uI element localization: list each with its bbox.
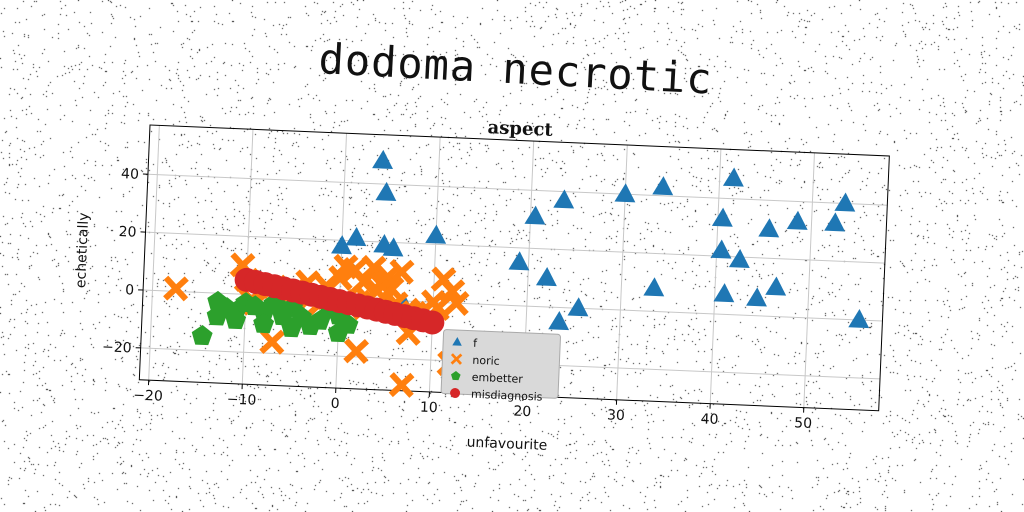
f-point: [728, 248, 750, 269]
f-point: [824, 212, 846, 232]
y-gridline: [147, 173, 888, 206]
series-misdiagnosis: [234, 267, 445, 335]
noric-point-stroke: [343, 338, 370, 364]
noric-point: [443, 290, 470, 317]
noric-point-stroke: [374, 264, 401, 290]
noric-point-stroke: [350, 269, 377, 295]
legend-marker-noric: [450, 353, 463, 365]
legend-marker-f: [452, 337, 462, 346]
y-gridline: [145, 231, 885, 264]
f-point: [758, 218, 780, 238]
f-point: [765, 276, 787, 296]
noric-point-stroke: [327, 265, 354, 291]
legend-box: [440, 329, 561, 399]
noric-point: [259, 328, 286, 355]
f-point: [567, 297, 589, 317]
embetter-point: [225, 309, 247, 330]
legend-marker-misdiagnosis: [450, 388, 461, 399]
x-gridline: [803, 152, 815, 408]
x-tick-label: 0: [330, 396, 340, 412]
f-point: [848, 309, 870, 329]
f-point: [834, 192, 856, 212]
legend-label-noric: noric: [472, 354, 500, 368]
f-point: [535, 266, 557, 287]
noric-point-stroke: [342, 257, 368, 283]
y-tick-label: 20: [118, 224, 136, 241]
x-axis-label: unfavourite: [466, 435, 547, 454]
noric-point: [360, 254, 387, 281]
noric-point-stroke: [388, 259, 415, 285]
chart-title: aspect: [487, 117, 554, 141]
legend-marker-noric-stroke: [450, 353, 463, 365]
f-point: [643, 277, 665, 297]
legend-label-embetter: embetter: [471, 371, 523, 386]
noric-point: [343, 338, 370, 365]
noric-point: [388, 372, 415, 398]
x-tick-label: 30: [607, 407, 625, 424]
x-tick-label: −10: [227, 391, 257, 408]
f-point: [375, 181, 397, 202]
f-point: [524, 205, 546, 225]
f-point: [508, 251, 530, 271]
f-point: [548, 310, 570, 331]
legend-label-misdiagnosis: misdiagnosis: [471, 388, 543, 404]
y-axis-label: echetically: [73, 212, 92, 288]
x-gridline: [709, 148, 722, 404]
f-point: [722, 167, 744, 187]
axis-ticks: −20 −10 0 10 20 30 40 50 −20 0 20 40: [102, 166, 813, 432]
legend: f noric embetter misdiagnosis: [440, 329, 561, 404]
noric-point-stroke: [259, 329, 286, 355]
y-tick-label: −20: [102, 339, 132, 356]
f-point: [710, 239, 732, 259]
f-point: [786, 210, 808, 230]
y-tick-label: 0: [125, 282, 135, 298]
f-point: [614, 183, 636, 203]
noric-point-stroke: [360, 255, 387, 280]
legend-label-f: f: [473, 337, 479, 350]
f-point: [652, 176, 674, 196]
misdiagnosis-point: [420, 310, 445, 335]
f-point: [382, 237, 404, 257]
noric-point: [374, 264, 401, 290]
noric-point-stroke: [430, 267, 457, 292]
noric-point-stroke: [443, 290, 470, 316]
embetter-point: [253, 313, 275, 334]
series-embetter: [191, 290, 359, 346]
x-gridline: [148, 125, 160, 381]
f-point: [746, 287, 767, 307]
x-tick-label: 40: [700, 411, 718, 428]
f-point: [345, 227, 367, 247]
y-tick-label: 40: [121, 166, 139, 183]
noric-point: [163, 275, 189, 302]
f-point: [372, 149, 393, 169]
f-point: [331, 235, 352, 255]
f-point: [425, 224, 447, 244]
f-point: [553, 189, 575, 209]
f-point: [713, 283, 735, 303]
embetter-point: [327, 321, 349, 343]
f-point: [711, 207, 733, 227]
x-tick-label: 20: [513, 403, 531, 420]
noric-point-stroke: [163, 276, 189, 301]
embetter-point: [191, 324, 213, 346]
x-gridline: [428, 137, 441, 392]
noric-point-stroke: [332, 254, 359, 279]
embetter-point: [272, 305, 294, 326]
noric-point-stroke: [388, 372, 415, 398]
x-tick-label: 50: [794, 415, 812, 432]
x-tick-label: −20: [133, 388, 163, 405]
embetter-point: [206, 305, 228, 326]
noric-point: [350, 269, 377, 295]
x-tick-label: 10: [420, 400, 438, 417]
x-gridline: [616, 144, 628, 400]
legend-marker-embetter: [451, 371, 461, 381]
